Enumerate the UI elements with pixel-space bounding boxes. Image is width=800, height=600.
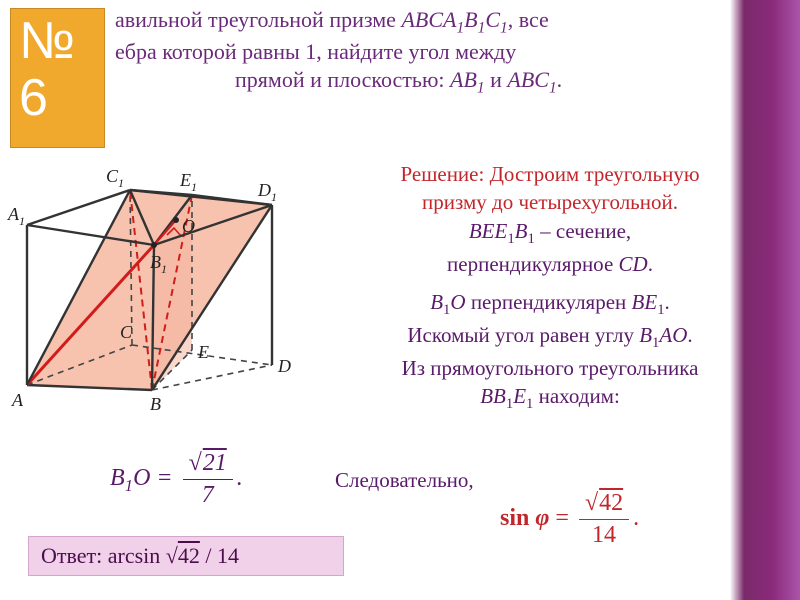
t: AB	[450, 67, 477, 92]
t: авильной треугольной призме	[115, 7, 401, 32]
t: 1	[528, 231, 535, 247]
problem-statement: авильной треугольной призме ABCA1B1C1, в…	[115, 6, 745, 98]
svg-text:D1: D1	[257, 180, 277, 204]
t: и	[485, 67, 508, 92]
t: прямой и плоскостью:	[235, 67, 450, 92]
t: CD	[619, 252, 648, 276]
svg-text:A1: A1	[7, 204, 25, 228]
t: .	[665, 290, 670, 314]
t: 1	[549, 80, 557, 97]
t: 14	[579, 520, 629, 549]
number-prefix: №	[19, 12, 75, 70]
svg-text:C1: C1	[106, 166, 124, 190]
fraction: √21 7	[183, 450, 233, 509]
t: Решение:	[400, 162, 484, 186]
t: Искомый угол равен углу	[407, 323, 639, 347]
svg-text:C: C	[120, 322, 133, 342]
t: B	[430, 290, 443, 314]
problem-number-badge: № 6	[10, 8, 105, 148]
svg-text:D: D	[277, 356, 291, 376]
t: 1	[456, 19, 464, 36]
t: 1	[125, 476, 133, 495]
svg-text:A: A	[11, 390, 24, 410]
t: =	[555, 505, 575, 531]
t: =	[150, 465, 178, 491]
t: , все	[508, 7, 549, 32]
t: B	[515, 219, 528, 243]
t: .	[687, 323, 692, 347]
t: BE	[632, 290, 658, 314]
svg-text:O: O	[182, 216, 195, 236]
prism-diagram: A B C D E A1 B1 C1 D1 E1 O	[2, 150, 312, 420]
t: Из прямоугольного треугольника	[402, 356, 699, 380]
t: sin	[500, 505, 529, 531]
t: 7	[183, 480, 233, 509]
t: 1	[657, 302, 664, 318]
t: ABCA	[401, 7, 456, 32]
svg-text:B: B	[150, 394, 161, 414]
answer-box: Ответ: arcsin √42 / 14	[28, 536, 344, 576]
number-value: 6	[19, 69, 48, 127]
t: ебра которой равны 1, найдите угол между	[115, 39, 516, 64]
t: призму до четырехугольной.	[422, 190, 678, 214]
t: BEE	[469, 219, 507, 243]
formula-b1o: B1O = √21 7 .	[110, 450, 330, 510]
t: ABC	[507, 67, 549, 92]
t: AO	[659, 323, 687, 347]
t: BB	[480, 384, 506, 408]
t: √	[189, 450, 202, 476]
t: 1	[500, 19, 508, 36]
t: Ответ:	[41, 543, 108, 568]
t: E	[513, 384, 526, 408]
t: .	[557, 67, 563, 92]
t: O	[133, 465, 150, 491]
t: находим:	[533, 384, 619, 408]
t: .	[237, 465, 243, 491]
solution-text: Решение: Достроим треугольную призму до …	[310, 160, 790, 416]
t: B	[110, 465, 125, 491]
t: O	[450, 290, 465, 314]
t: 1	[507, 231, 514, 247]
t: arcsin √	[108, 543, 178, 568]
t: – сечение,	[535, 219, 631, 243]
consequently: Следовательно,	[335, 468, 474, 493]
t: 21	[202, 450, 227, 476]
t: перпендикулярен	[466, 290, 632, 314]
formula-sin: sin φ = √42 14 .	[500, 490, 740, 550]
t: .	[648, 252, 653, 276]
t: φ	[535, 505, 549, 531]
t: 42	[178, 543, 200, 568]
t: Достроим треугольную	[484, 162, 699, 186]
fraction: √42 14	[579, 490, 629, 549]
t: 1	[477, 80, 485, 97]
t: √	[585, 490, 598, 516]
t: B	[639, 323, 652, 347]
t: .	[633, 505, 639, 531]
t: 42	[598, 490, 623, 516]
t: / 14	[200, 543, 239, 568]
t: перпендикулярное	[447, 252, 618, 276]
svg-text:E: E	[197, 342, 209, 362]
t: C	[485, 7, 500, 32]
svg-text:E1: E1	[179, 170, 197, 194]
t: B	[464, 7, 477, 32]
